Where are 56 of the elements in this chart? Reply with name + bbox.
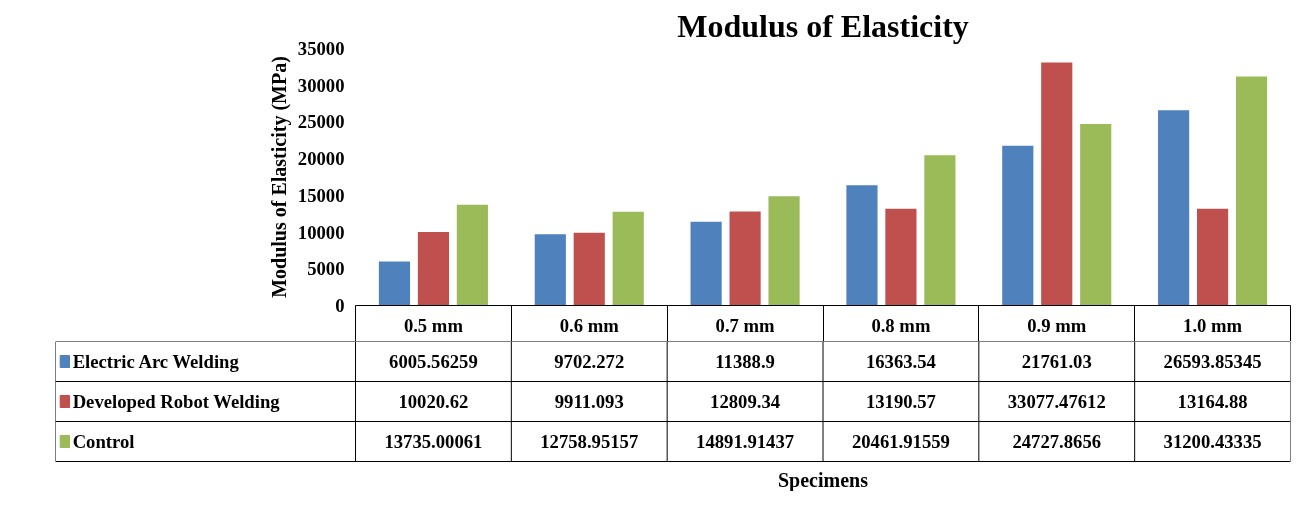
bar: [1158, 110, 1190, 306]
y-tick-label: 15000: [297, 184, 345, 206]
data-label: 16363.54: [865, 351, 936, 372]
bar: [1080, 123, 1112, 306]
bar: [534, 234, 566, 306]
data-label: 20461.91559: [851, 431, 950, 452]
data-label: 13164.88: [1177, 391, 1248, 412]
x-tick-label: 0.7 mm: [715, 314, 776, 336]
bar: [612, 211, 644, 306]
data-label: 9911.093: [554, 391, 624, 412]
bar: [1197, 208, 1229, 306]
data-label: 9702.272: [554, 351, 625, 372]
x-tick-label: 0.8 mm: [871, 314, 931, 336]
data-label: 12809.34: [710, 391, 781, 412]
data-label: 10020.62: [398, 391, 469, 412]
bar: [378, 261, 411, 306]
y-axis-title: Modulus of Elasticity (MPa): [267, 56, 291, 298]
legend-label: Control: [72, 431, 135, 452]
bar: [1235, 76, 1268, 306]
data-label: 33077.47612: [1007, 391, 1106, 412]
legend-label: Electric Arc Welding: [72, 351, 240, 372]
bar: [690, 221, 722, 306]
bar: [417, 231, 449, 306]
data-label: 13735.00061: [384, 431, 483, 452]
data-label: 13190.57: [865, 391, 936, 412]
x-tick-label: 0.5 mm: [403, 314, 464, 336]
data-label: 26593.85345: [1163, 351, 1262, 372]
data-label: 11388.9: [715, 351, 775, 372]
data-label: 12758.95157: [540, 431, 639, 452]
y-tick-label: 20000: [297, 148, 345, 170]
bar: [573, 232, 605, 306]
bar: [885, 208, 917, 306]
text: Specimens: [778, 468, 869, 492]
data-label: 24727.8656: [1012, 431, 1102, 452]
y-tick-label: 30000: [297, 74, 345, 96]
y-tick-label: 25000: [297, 111, 345, 133]
data-label: 6005.56259: [389, 351, 478, 372]
bar: [1002, 145, 1034, 306]
bar: [729, 211, 761, 306]
y-tick-label: 35000: [297, 38, 345, 59]
y-tick-label: 10000: [297, 221, 345, 243]
data-label: 31200.43335: [1163, 431, 1262, 452]
x-tick-label: 0.6 mm: [559, 314, 620, 336]
bar: [846, 185, 878, 306]
x-tick-label: 1.0 mm: [1183, 314, 1243, 336]
legend-label: Developed Robot Welding: [72, 391, 281, 412]
bar: [1041, 62, 1073, 306]
bar: [924, 155, 956, 306]
data-label: 21761.03: [1021, 351, 1092, 372]
data-label: 14891.91437: [696, 431, 795, 452]
x-tick-label: 0.9 mm: [1027, 314, 1087, 336]
bar: [456, 204, 488, 306]
y-tick-label: 0: [335, 295, 345, 316]
chart-title: Modulus of Elasticity: [677, 7, 969, 44]
bar: [768, 196, 800, 306]
y-tick-label: 5000: [307, 258, 345, 280]
